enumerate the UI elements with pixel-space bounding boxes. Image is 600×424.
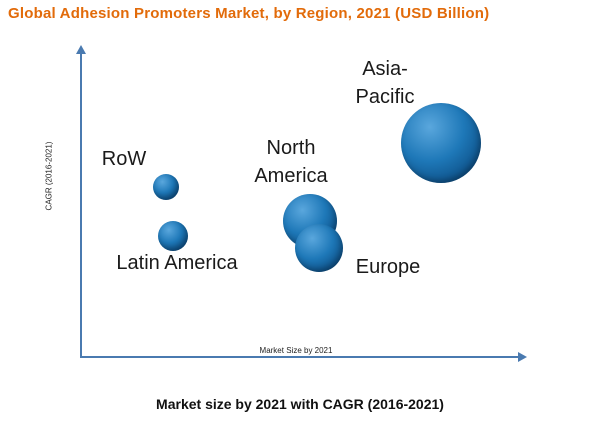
y-axis-line [80, 53, 82, 357]
y-axis-label: CAGR (2016-2021) [44, 141, 54, 211]
chart-caption: Market size by 2021 with CAGR (2016-2021… [156, 396, 444, 412]
bubble-latin-america [158, 221, 188, 251]
bubble-label-asia-pacific: Asia- Pacific [355, 58, 415, 108]
chart-title: Global Adhesion Promoters Market, by Reg… [8, 5, 490, 22]
x-axis-arrow-icon [518, 352, 527, 362]
bubble-label-europe: Europe [355, 256, 421, 278]
bubble-label-row: RoW [101, 148, 147, 170]
x-axis-label: Market Size by 2021 [259, 346, 333, 355]
y-axis-arrow-icon [76, 45, 86, 54]
bubble-label-latin-america: Latin America [116, 252, 238, 274]
bubble-asia-pacific [401, 103, 481, 183]
bubble-europe [295, 224, 343, 272]
bubble-row [153, 174, 179, 200]
x-axis-line [80, 356, 520, 358]
bubble-label-north-america: North America [254, 137, 328, 187]
